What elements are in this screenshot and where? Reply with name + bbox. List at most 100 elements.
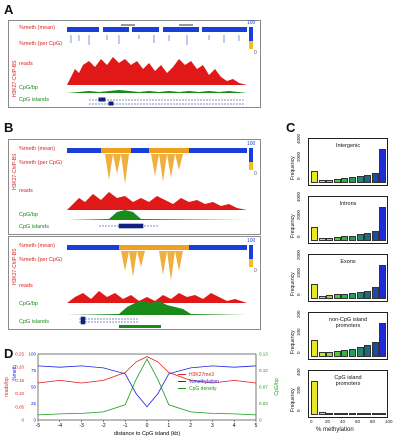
scale-gradient bbox=[249, 27, 253, 41]
meth-cpg-track bbox=[70, 35, 240, 45]
y-mid-tick-label: 100 bbox=[28, 352, 36, 357]
histogram-y-tick: 0 bbox=[296, 409, 301, 412]
x-tick-label: -3 bbox=[79, 423, 84, 429]
plot-frame bbox=[37, 353, 257, 421]
histogram-y-tick: 0 bbox=[296, 351, 301, 354]
histogram-y-tick: 200 bbox=[296, 386, 301, 394]
histogram-y-tick: 4000 bbox=[296, 191, 301, 202]
scale-bottom-b2: 0 bbox=[254, 268, 257, 274]
histogram-bar bbox=[326, 237, 334, 241]
y-left-tick-label: 0.25 bbox=[15, 352, 24, 357]
x-tick-label: 1 bbox=[167, 423, 170, 429]
histogram-bar bbox=[318, 351, 326, 357]
histogram-y-tick: 0 bbox=[296, 177, 301, 180]
histogram-bar bbox=[349, 413, 356, 415]
x-tick-label: -1 bbox=[123, 423, 128, 429]
series-line-methylation bbox=[37, 365, 257, 408]
y-left-tick-label: 0.20 bbox=[15, 365, 24, 370]
histogram-y-tick: 2000 bbox=[296, 209, 301, 220]
series-line-h3k27me3 bbox=[37, 356, 257, 384]
histogram-bar bbox=[379, 149, 387, 183]
histogram-3: non-CpG island promoters bbox=[308, 312, 388, 360]
histogram-bar bbox=[356, 292, 364, 299]
scale-top-b1: 100 bbox=[247, 141, 256, 147]
histogram-region-label: Exons bbox=[340, 259, 356, 265]
histogram-bar bbox=[349, 348, 356, 357]
histogram-region-label: non-CpG island promoters bbox=[328, 317, 368, 329]
histogram-region-label: Introns bbox=[339, 201, 357, 207]
histogram-x-tick: 100 bbox=[385, 419, 393, 424]
genome-browser-b2: H3K27-ChIP-BS %meth (mean) %meth (per Cp… bbox=[8, 236, 261, 330]
histogram-bar bbox=[341, 350, 349, 357]
histogram-y-tick: 400 bbox=[296, 368, 301, 376]
histogram-bar bbox=[333, 236, 341, 241]
histogram-y-tick: 2000 bbox=[296, 151, 301, 162]
histogram-region-label: CpG island promoters bbox=[334, 375, 362, 387]
meth-cpg-label-b2: %meth (per CpG) bbox=[19, 257, 63, 263]
x-tick-label: 5 bbox=[255, 423, 258, 429]
histogram-bar bbox=[364, 413, 372, 415]
histogram-bar bbox=[326, 294, 334, 299]
y-left-tick-label: 0.15 bbox=[15, 378, 24, 383]
x-tick-label: -5 bbox=[36, 423, 41, 429]
histogram-bar bbox=[311, 381, 318, 415]
histogram-0: Intergenic bbox=[308, 138, 388, 186]
histogram-bar bbox=[349, 235, 356, 241]
reads-track bbox=[67, 57, 247, 85]
y-right-tick-label: 0.13 bbox=[259, 352, 268, 357]
histogram-bar bbox=[364, 232, 372, 241]
tracks-b2 bbox=[67, 245, 253, 328]
histogram-bar bbox=[371, 287, 379, 299]
histogram-x-tick: 0 bbox=[310, 419, 313, 424]
panel-label-c: C bbox=[286, 120, 296, 135]
panel-label-b: B bbox=[4, 120, 14, 135]
histogram-bar bbox=[318, 412, 326, 415]
y-mid-tick-label: 50 bbox=[31, 385, 37, 390]
panel-label-a: A bbox=[4, 2, 14, 17]
scale-bottom-b1: 0 bbox=[254, 171, 257, 177]
y-mid-tick-label: 75 bbox=[31, 368, 37, 373]
y-left-tick-label: 0.10 bbox=[15, 391, 24, 396]
histogram-bar bbox=[356, 346, 364, 357]
x-tick-label: 3 bbox=[211, 423, 214, 429]
histogram-bar bbox=[364, 290, 372, 299]
histogram-bar bbox=[333, 350, 341, 357]
histogram-bar bbox=[379, 413, 387, 415]
genome-browser-b1: H3K27-ChIP-BS %meth (mean) %meth (per Cp… bbox=[8, 139, 261, 235]
legend-label: CpG density bbox=[189, 386, 217, 392]
panel-label-d: D bbox=[4, 346, 14, 361]
hist-x-label: % methylation bbox=[316, 427, 354, 433]
histogram-bar bbox=[311, 227, 318, 241]
histogram-bar bbox=[341, 236, 349, 241]
legend-label: %methylation bbox=[189, 379, 219, 385]
cpg-bp-track bbox=[67, 90, 247, 93]
scale-top-b2: 100 bbox=[247, 238, 256, 244]
y-mid-label: %meth bbox=[12, 365, 18, 381]
histogram-bar bbox=[349, 176, 356, 183]
histogram-bar bbox=[371, 341, 379, 357]
histogram-2: Exons bbox=[308, 254, 388, 302]
tracks-b1 bbox=[67, 148, 253, 229]
meth-mean-label-b1: %meth (mean) bbox=[19, 146, 56, 152]
y-right-tick-label: 0.03 bbox=[259, 401, 268, 406]
y-mid-tick-label: 25 bbox=[31, 401, 37, 406]
histogram-y-tick: 0 bbox=[296, 235, 301, 238]
histogram-bar bbox=[364, 174, 372, 183]
x-tick-label: -4 bbox=[58, 423, 63, 429]
meth-cpg-label: %meth (per CpG) bbox=[19, 41, 63, 47]
reads-label: reads bbox=[19, 61, 33, 67]
histogram-x-tick: 60 bbox=[355, 419, 361, 424]
histogram-bar bbox=[379, 207, 387, 241]
y-left-label: reads/bp bbox=[4, 377, 10, 397]
histogram-bar bbox=[379, 323, 387, 357]
series-line-cpgdensity bbox=[37, 358, 257, 416]
y-right-label: CpG/bp bbox=[274, 378, 280, 395]
meth-mean-track bbox=[67, 24, 247, 32]
histogram-bar bbox=[341, 293, 349, 299]
cpg-islands-label-b1: CpG islands bbox=[19, 224, 49, 230]
meth-cpg-label-b1: %meth (per CpG) bbox=[19, 160, 63, 166]
tracks-a bbox=[67, 24, 253, 106]
histogram-bar bbox=[333, 294, 341, 299]
legend-label: H3K27me3 bbox=[189, 372, 214, 378]
histogram-bar bbox=[326, 413, 334, 415]
